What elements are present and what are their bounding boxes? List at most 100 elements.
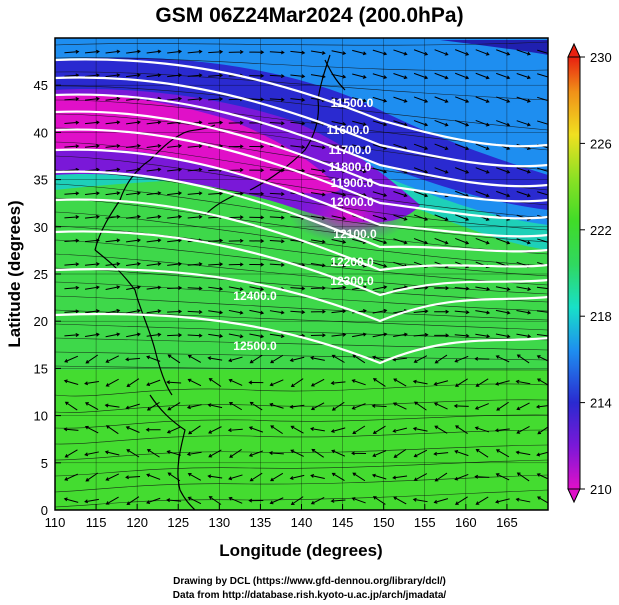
wind-arrow (64, 449, 78, 458)
wind-arrow (310, 192, 326, 197)
wind-arrow (537, 120, 548, 127)
x-tick-label: 150 (373, 515, 395, 530)
wind-arrow (187, 496, 202, 505)
wind-arrow (414, 401, 427, 411)
wind-arrow (167, 262, 183, 266)
wind-arrow (516, 238, 531, 245)
wind-arrow (496, 96, 511, 103)
wind-arrow (187, 286, 203, 291)
contour-line (55, 93, 548, 188)
wind-arrow (433, 451, 449, 456)
wind-arrow (167, 96, 183, 101)
wind-arrow (454, 310, 470, 315)
wind-arrow (392, 427, 408, 433)
wind-arrow (372, 96, 388, 103)
wind-arrow (475, 119, 490, 127)
x-tick-label: 145 (332, 515, 354, 530)
wind-arrow (433, 402, 448, 410)
colorbar-tick-label: 230 (590, 50, 612, 65)
wind-arrow (371, 473, 387, 480)
wind-arrow (269, 310, 285, 315)
wind-arrow (434, 237, 449, 245)
wind-arrow (474, 403, 489, 410)
wind-arrow (496, 72, 511, 80)
wind-arrow (84, 73, 100, 78)
wind-arrow (475, 167, 490, 174)
wind-arrow (146, 191, 162, 196)
contour-label: 12000.0 (330, 195, 374, 209)
wind-arrow (269, 97, 285, 102)
wind-arrow (146, 120, 162, 125)
colorbar-tick-label: 222 (590, 223, 612, 238)
contour-line (55, 128, 548, 220)
wind-arrow (413, 167, 429, 174)
y-axis-ticks: 0 5 10 15 20 25 30 35 40 45 (34, 78, 61, 518)
wind-arrow (187, 167, 203, 172)
wind-arrow (434, 167, 449, 174)
grid-lines (55, 38, 548, 510)
wind-arrow (188, 425, 201, 435)
wind-arrow (536, 355, 548, 362)
wind-arrow (413, 190, 429, 198)
wind-arrow (105, 120, 121, 125)
wind-arrow (64, 215, 80, 219)
wind-arrow (495, 286, 511, 292)
colorbar-tick-label: 226 (590, 136, 612, 151)
wind-arrow (228, 120, 244, 125)
wind-arrow (64, 401, 78, 411)
wind-arrow (228, 50, 244, 54)
wind-arrow (537, 191, 548, 198)
wind-arrow (515, 497, 531, 503)
wind-arrow (310, 356, 325, 361)
wind-arrow (494, 428, 510, 433)
contour-label: 11800.0 (329, 160, 372, 174)
wind-arrow (331, 50, 347, 56)
wind-arrow (475, 310, 491, 315)
wind-arrow (207, 474, 223, 479)
wind-arrow (413, 49, 429, 56)
wind-arrow (146, 73, 162, 78)
wind-arrow (352, 354, 366, 364)
wind-arrow (352, 332, 367, 338)
wind-arrow (146, 285, 162, 290)
wind-arrow (268, 451, 284, 456)
wind-arrow (537, 238, 548, 245)
wind-arrow (63, 427, 79, 432)
wind-arrow (64, 473, 79, 481)
wind-arrow (248, 450, 264, 457)
wind-arrow (64, 355, 79, 363)
wind-arrow (351, 451, 367, 456)
wind-arrow (166, 450, 182, 456)
wind-arrow (434, 49, 449, 56)
wind-arrow (290, 74, 306, 79)
wind-arrow (516, 286, 532, 291)
wind-arrow (372, 285, 388, 291)
wind-arrow (516, 354, 530, 364)
contour-line (55, 230, 548, 297)
x-tick-label: 135 (250, 515, 272, 530)
wind-arrow (372, 167, 388, 174)
wind-arrow (310, 144, 326, 150)
contour-label: 12500.0 (233, 339, 277, 353)
wind-arrow (105, 355, 120, 363)
wind-arrow (126, 143, 141, 148)
contour-line (55, 170, 548, 253)
x-tick-label: 160 (455, 515, 477, 530)
wind-arrow (310, 333, 326, 338)
wind-arrow (310, 50, 326, 55)
wind-arrow (434, 425, 448, 434)
wind-arrow (474, 426, 490, 433)
wind-arrow (496, 238, 511, 245)
wind-arrow (372, 73, 388, 80)
wind-arrow (269, 215, 285, 220)
wind-arrow (393, 496, 407, 505)
wind-arrow (270, 354, 284, 364)
wind-arrow (290, 496, 304, 506)
wind-arrow (64, 144, 80, 149)
wind-arrow (393, 49, 408, 56)
wind-arrow (64, 73, 80, 78)
wind-arrow (537, 96, 548, 103)
wind-arrow (269, 121, 285, 126)
wind-arrow (537, 167, 548, 174)
wind-arrow (105, 332, 121, 338)
